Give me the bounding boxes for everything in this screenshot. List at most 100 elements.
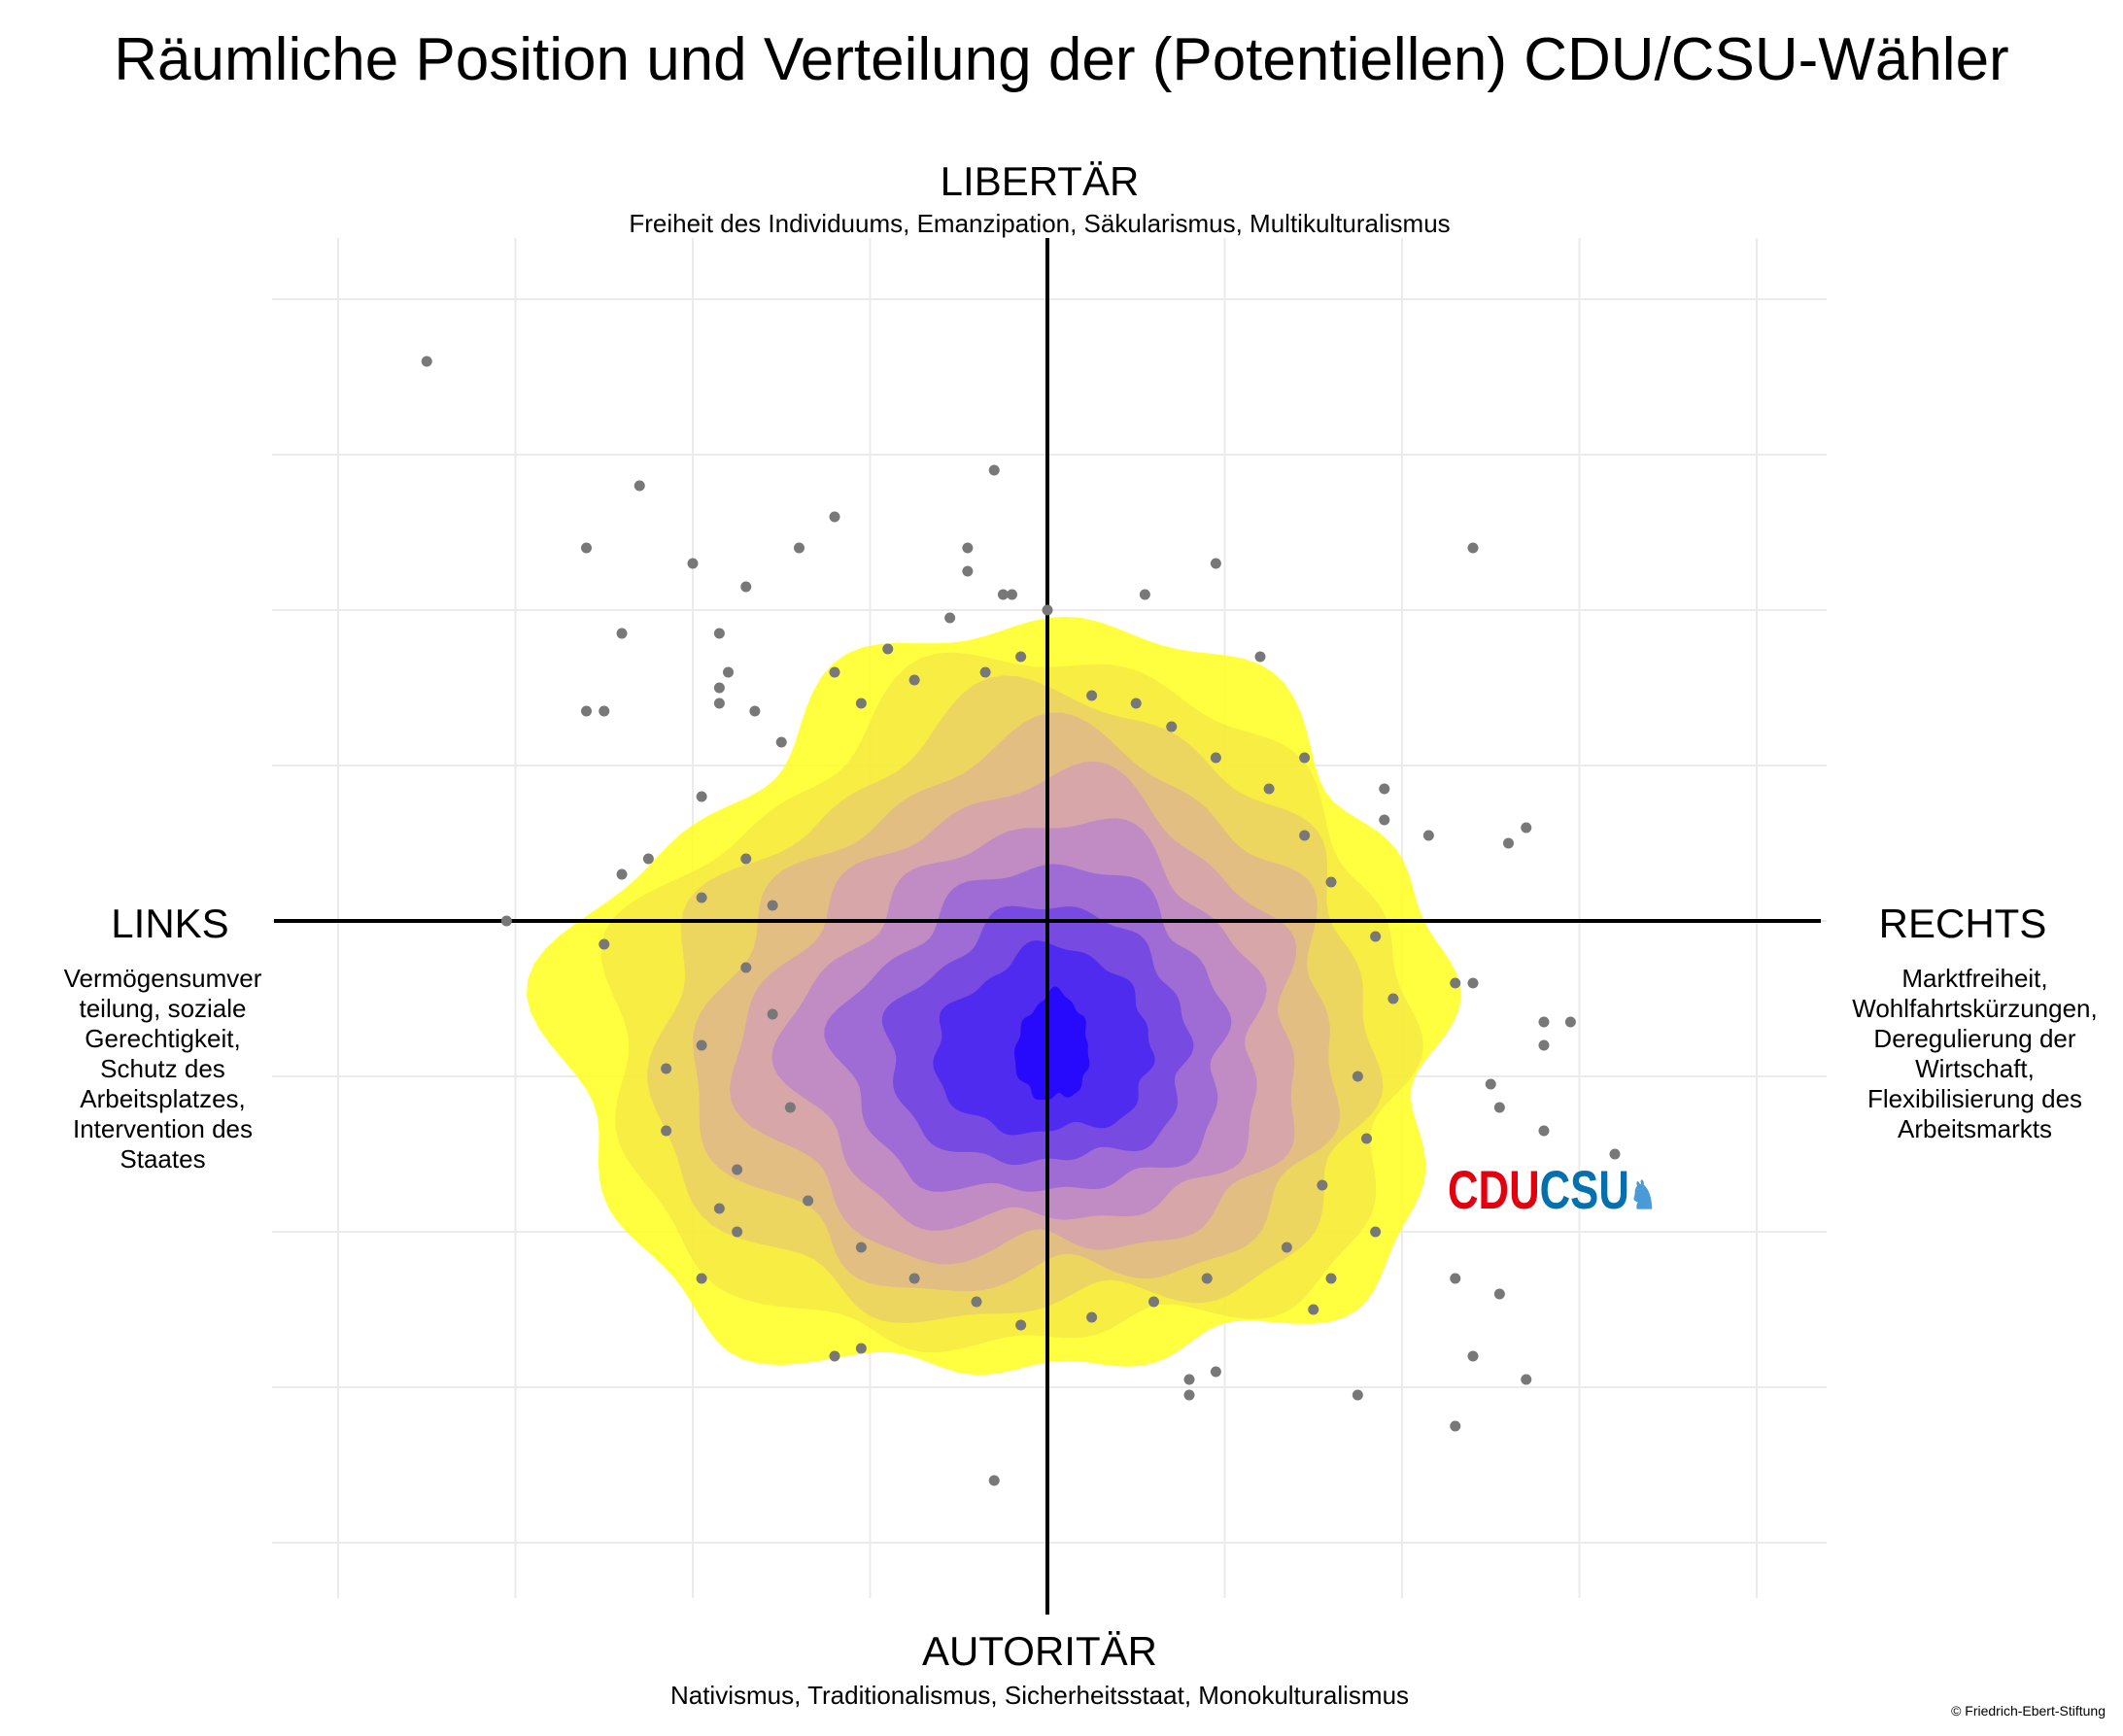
data-point xyxy=(740,581,752,593)
data-point xyxy=(1183,1374,1195,1385)
data-point xyxy=(1450,977,1461,989)
data-point xyxy=(855,698,867,709)
data-point xyxy=(908,1273,920,1284)
data-point xyxy=(1521,822,1532,834)
density-contour-level xyxy=(1013,986,1090,1101)
axis-label-left: LINKS xyxy=(111,901,229,946)
data-point xyxy=(1201,1273,1213,1284)
data-point xyxy=(1148,1296,1159,1308)
data-point xyxy=(696,1273,707,1284)
copyright: © Friedrich-Ebert-Stiftung xyxy=(1951,1703,2106,1719)
data-point xyxy=(988,464,1000,476)
data-point xyxy=(1130,698,1142,709)
logo-cdu-text: CDU xyxy=(1448,1159,1540,1220)
data-point xyxy=(829,511,840,523)
data-point xyxy=(794,542,805,554)
data-point xyxy=(1299,752,1311,764)
data-point xyxy=(1467,977,1479,989)
axis-description-right: Marktfreiheit, Wohlfahrtskürzungen, Deregu… xyxy=(1836,964,2113,1144)
data-point xyxy=(1379,814,1390,826)
data-point xyxy=(696,1039,707,1051)
data-point xyxy=(1007,589,1017,600)
data-point xyxy=(723,666,734,678)
data-point xyxy=(1210,558,1221,569)
left-desc-line: Schutz des xyxy=(100,1054,225,1083)
data-point xyxy=(1352,1071,1363,1082)
data-point xyxy=(767,900,778,911)
data-point xyxy=(1308,1304,1319,1315)
data-point xyxy=(997,589,1009,600)
cdu-csu-logo: CDUCSU♞ xyxy=(1448,1156,1657,1224)
data-point xyxy=(784,1102,796,1113)
scatter-points xyxy=(421,356,1621,1486)
data-point xyxy=(908,674,920,686)
data-point xyxy=(1183,1389,1195,1401)
data-point xyxy=(1299,830,1311,841)
data-point xyxy=(661,1125,672,1137)
data-point xyxy=(1422,830,1434,841)
data-point xyxy=(1609,1148,1621,1160)
data-point xyxy=(988,1475,1000,1486)
data-point xyxy=(1254,651,1266,663)
data-point xyxy=(1352,1389,1363,1401)
axis-description-bottom: Nativismus, Traditionalismus, Sicherheit… xyxy=(669,1681,1410,1710)
data-point xyxy=(1210,1366,1221,1378)
data-point xyxy=(687,558,699,569)
data-point xyxy=(1325,1273,1337,1284)
data-point xyxy=(740,853,752,865)
right-desc-line: Arbeitsmarkts xyxy=(1898,1114,2052,1143)
data-point xyxy=(1387,993,1399,1004)
data-point xyxy=(616,868,628,880)
data-point xyxy=(1503,837,1514,849)
data-point xyxy=(1086,1311,1098,1323)
axis-description-top: Freiheit des Individuums, Emanzipation, … xyxy=(629,209,1451,238)
axis-label-top: LIBERTÄR xyxy=(940,158,1140,204)
data-point xyxy=(882,643,894,655)
data-point xyxy=(713,628,725,639)
right-desc-line: Wirtschaft, xyxy=(1915,1054,2035,1083)
data-point xyxy=(732,1226,743,1238)
data-point xyxy=(1485,1078,1496,1090)
left-desc-line: Arbeitsplatzes, xyxy=(80,1084,246,1113)
data-point xyxy=(775,736,787,748)
data-point xyxy=(696,892,707,903)
left-desc-line: Staates xyxy=(120,1144,206,1174)
data-point xyxy=(732,1164,743,1175)
data-point xyxy=(1139,589,1150,600)
data-point xyxy=(421,356,432,367)
axis-label-bottom: AUTORITÄR xyxy=(922,1628,1157,1674)
data-point xyxy=(962,542,974,554)
right-desc-line: Deregulierung der xyxy=(1873,1024,2076,1053)
data-point xyxy=(1450,1273,1461,1284)
chart-title: Räumliche Position und Verteilung der (P… xyxy=(114,26,2009,93)
data-point xyxy=(1467,542,1479,554)
right-desc-line: Marktfreiheit, xyxy=(1901,964,2048,993)
data-point xyxy=(1538,1039,1550,1051)
data-point xyxy=(962,565,974,577)
data-point xyxy=(1361,1133,1372,1144)
data-point xyxy=(1450,1420,1461,1432)
data-point xyxy=(749,705,761,717)
data-point xyxy=(855,1242,867,1253)
data-point xyxy=(1538,1125,1550,1137)
data-point xyxy=(500,915,512,927)
data-point xyxy=(633,480,645,492)
data-point xyxy=(944,612,956,624)
data-point xyxy=(581,542,592,554)
data-point xyxy=(696,791,707,802)
data-point xyxy=(581,705,592,717)
data-point xyxy=(855,1343,867,1354)
axis-lines xyxy=(274,238,1821,1615)
logo-csu-text: CSU xyxy=(1539,1159,1629,1220)
data-point xyxy=(971,1296,982,1308)
data-point xyxy=(1521,1374,1532,1385)
data-point xyxy=(1493,1102,1505,1113)
axis-description-left: Vermögensumver teilung, soziale Gerechtigk… xyxy=(39,964,287,1174)
data-point xyxy=(1263,783,1275,795)
left-desc-line: Gerechtigkeit, xyxy=(85,1024,241,1053)
left-desc-line: Vermögensumver xyxy=(63,964,262,993)
data-point xyxy=(1166,721,1178,732)
density-contours xyxy=(526,616,1461,1376)
data-point xyxy=(1317,1179,1328,1191)
